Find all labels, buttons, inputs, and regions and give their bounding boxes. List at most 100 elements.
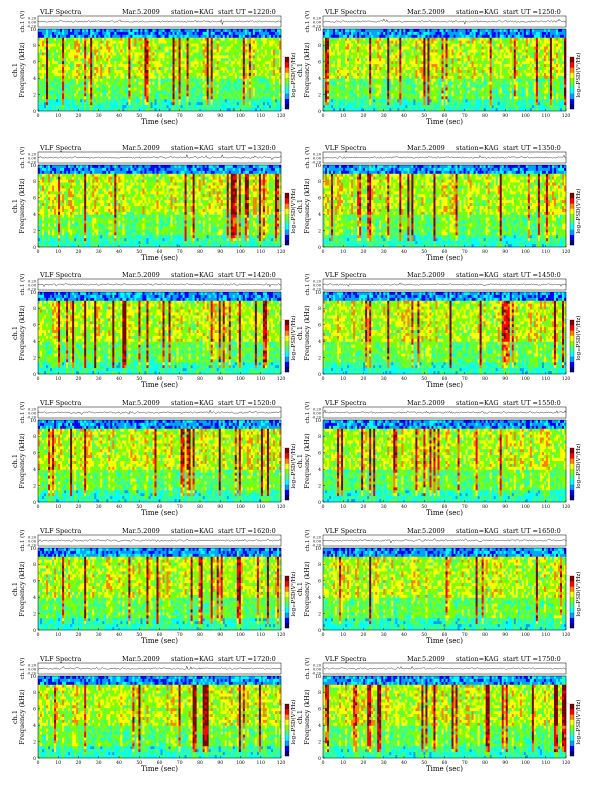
spectrogram-cell <box>154 58 156 61</box>
spectrogram-cell <box>70 35 72 38</box>
spectrogram-cell <box>444 38 446 41</box>
spectrogram-cell <box>263 44 265 47</box>
spectrogram-cell <box>233 102 235 105</box>
spectrogram-cell <box>56 35 58 38</box>
spectrogram-cell <box>108 96 110 99</box>
spectrogram-cell <box>197 50 199 53</box>
spectrogram-cell <box>179 38 181 41</box>
spectrogram-cell <box>215 70 217 73</box>
spectrogram-cell <box>217 105 219 108</box>
spectrogram-cell <box>544 38 546 41</box>
spectrogram-cell <box>40 52 42 55</box>
spectrogram-cell <box>466 38 468 41</box>
spectrogram-cell <box>209 82 211 85</box>
spectrogram-cell <box>211 38 213 41</box>
spectrogram-cell <box>108 88 110 91</box>
spectrogram-cell <box>122 32 124 35</box>
spectrogram-cell <box>40 61 42 64</box>
spectrogram-cell <box>50 61 52 64</box>
spectrogram-cell <box>427 55 429 58</box>
spectrogram-cell <box>552 61 554 64</box>
spectrogram-cell <box>148 93 150 96</box>
spectrogram-cell <box>56 96 58 99</box>
spectrogram-cell <box>239 76 241 79</box>
spectrogram-cell <box>78 102 80 105</box>
spectrogram-cell <box>435 50 437 53</box>
spectrogram-cell <box>247 73 249 76</box>
spectrogram-cell <box>367 29 369 32</box>
spectrogram-cell <box>373 35 375 38</box>
spectrogram-cell <box>257 82 259 85</box>
spectrogram-cell <box>450 32 452 35</box>
spectrogram-cell <box>277 102 279 105</box>
spectrogram-cell <box>185 29 187 32</box>
spectrogram-cell <box>466 61 468 64</box>
spectrogram-cell <box>163 93 165 96</box>
spectrogram-cell <box>385 35 387 38</box>
spectrogram-cell <box>219 44 221 47</box>
spectrogram-cell <box>134 47 136 50</box>
spectrogram-cell <box>213 85 215 88</box>
spectrogram-cell <box>441 38 443 41</box>
spectrogram-cell <box>76 88 78 91</box>
spectrogram-cell <box>371 61 373 64</box>
spectrogram-cell <box>134 32 136 35</box>
spectrogram-cell <box>415 32 417 35</box>
spectrogram-cell <box>263 99 265 102</box>
spectrogram-cell <box>86 67 88 70</box>
spectrogram-cell <box>526 44 528 47</box>
spectrogram-cell <box>102 32 104 35</box>
spectrogram-cell <box>175 47 177 50</box>
spectrogram-cell <box>96 93 98 96</box>
spectrogram-cell <box>126 55 128 58</box>
spectrogram-cell <box>480 29 482 32</box>
spectrogram-cell <box>38 105 40 108</box>
spectrogram-cell <box>167 44 169 47</box>
spectrogram-cell <box>211 102 213 105</box>
spectrogram-cell <box>130 35 132 38</box>
spectrogram-cell <box>275 67 277 70</box>
spectrogram-cell <box>482 29 484 32</box>
spectrogram-cell <box>452 61 454 64</box>
spectrogram-cell <box>482 55 484 58</box>
spectrogram-cell <box>175 76 177 79</box>
spectrogram-cell <box>488 47 490 50</box>
spectrogram-cell <box>235 91 237 94</box>
spectrogram-cell <box>263 32 265 35</box>
spectrogram-cell <box>159 58 161 61</box>
spectrogram-cell <box>40 58 42 61</box>
spectrogram-cell <box>52 99 54 102</box>
spectrogram-cell <box>359 38 361 41</box>
spectrogram-cell <box>173 73 175 76</box>
spectrogram-cell <box>159 88 161 91</box>
spectrogram-cell <box>540 50 542 53</box>
spectrogram-cell <box>538 41 540 44</box>
spectrogram-cell <box>98 85 100 88</box>
spectrogram-cell <box>124 67 126 70</box>
spectrogram-cell <box>273 41 275 44</box>
spectrogram-cell <box>62 58 64 61</box>
spectrogram-cell <box>124 32 126 35</box>
spectrogram-cell <box>76 35 78 38</box>
spectrogram-cell <box>60 88 62 91</box>
spectrogram-cell <box>203 61 205 64</box>
spectrogram-cell <box>195 61 197 64</box>
spectrogram-cell <box>217 102 219 105</box>
spectrogram-cell <box>163 32 165 35</box>
spectrogram-cell <box>510 58 512 61</box>
chart-title-start: start UT =1250:0 <box>503 8 561 16</box>
spectrogram-cell <box>518 61 520 64</box>
spectrogram-cell <box>275 70 277 73</box>
spectrogram-cell <box>245 91 247 94</box>
spectrogram-cell <box>331 44 333 47</box>
spectrogram-cell <box>229 70 231 73</box>
spectrogram-cell <box>245 70 247 73</box>
spectrogram-cell <box>466 52 468 55</box>
spectrogram-cell <box>70 64 72 67</box>
spectrogram-cell <box>363 47 365 50</box>
spectrogram-cell <box>128 58 130 61</box>
spectrogram-cell <box>269 61 271 64</box>
spectrogram-cell <box>94 76 96 79</box>
spectrogram-cell <box>506 50 508 53</box>
spectrogram-cell <box>522 35 524 38</box>
